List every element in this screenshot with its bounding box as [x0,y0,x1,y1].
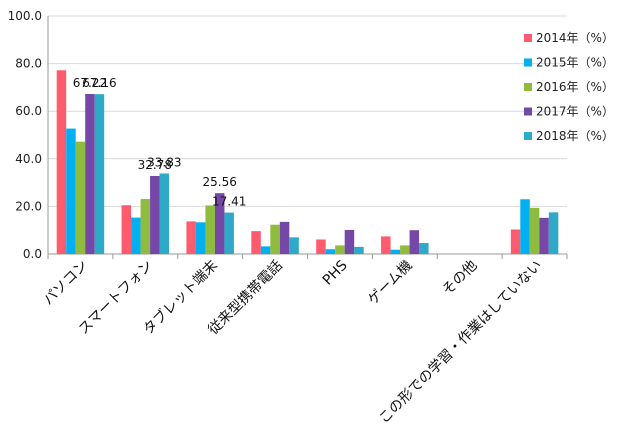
x-category-label: ゲーム機 [365,258,416,309]
data-label: 67.22 [73,76,107,90]
legend: 2014年（%） 2015年（%） 2016年（%） 2017年（%） 2018年（%） [524,31,614,143]
gridlines [48,15,567,255]
bar [390,249,401,254]
bar [195,222,206,254]
bar [344,229,355,254]
legend-label: 2016年（%） [536,80,614,94]
bar [381,236,391,254]
bar [325,249,336,254]
y-tick-label: 20.0 [15,199,42,213]
data-label: 17.41 [212,195,246,209]
bar [150,175,160,254]
legend-swatch [524,34,532,42]
bar [121,205,132,254]
bar [214,193,225,254]
bar [251,231,261,254]
bar [335,245,345,254]
x-category-label: PHS [320,257,351,288]
legend-swatch [524,58,532,67]
bar [400,245,410,254]
bar [186,221,196,254]
bar [419,243,429,254]
data-label: 32.78 [138,158,172,172]
bar [548,212,559,254]
bar [409,230,420,254]
x-category-label: その他 [440,258,481,299]
data-label: 67.16 [82,76,116,90]
bar [354,246,364,254]
legend-swatch [524,107,532,116]
bar [205,205,215,254]
y-tick-label: 100.0 [8,9,42,23]
bar [75,141,86,254]
bar [529,207,540,254]
bar [260,246,271,254]
bar [131,217,141,254]
legend-label: 2015年（%） [536,56,614,70]
bar [159,173,170,254]
legend-label: 2014年（%） [536,31,614,45]
bar [85,94,95,254]
bar [289,237,299,254]
bar [66,128,76,254]
bar [94,94,105,254]
bar [279,221,290,254]
y-tick-label: 40.0 [15,152,42,166]
y-tick-label: 60.0 [15,104,42,118]
bar [140,199,151,254]
bar [270,224,280,254]
legend-swatch [524,83,532,91]
bar [520,199,530,254]
legend-label: 2018年（%） [536,129,614,143]
legend-swatch [524,132,532,140]
data-label: 25.56 [203,175,237,189]
bar [56,70,67,254]
bar [316,239,326,254]
bar [224,212,234,254]
y-tick-label: 0.0 [23,247,42,261]
x-category-label: パソコン [40,258,91,309]
legend-label: 2017年（%） [536,105,614,119]
data-label: 33.83 [147,155,181,169]
bars [56,70,559,254]
y-tick-label: 80.0 [15,57,42,71]
bar [510,229,521,254]
y-axis: 0.0 20.0 40.0 60.0 80.0 100.0 [8,9,49,261]
bar [539,217,549,254]
